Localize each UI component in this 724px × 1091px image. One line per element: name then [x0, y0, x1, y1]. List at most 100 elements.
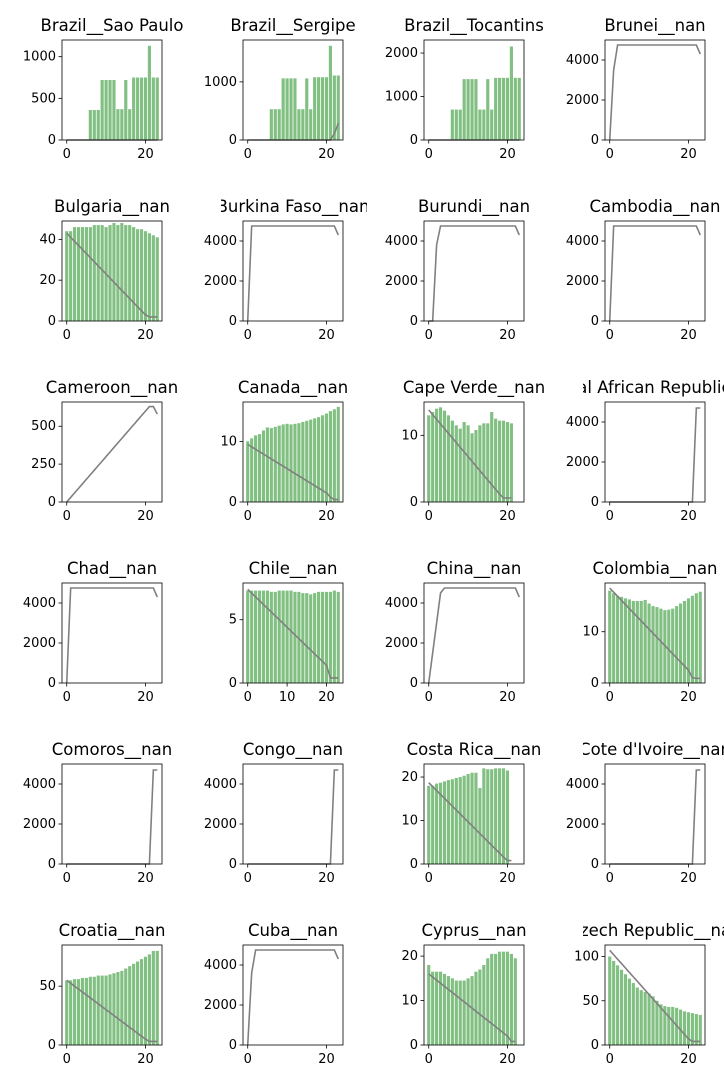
y-tick-label: 20 — [39, 273, 56, 288]
bar — [281, 78, 285, 140]
bar — [265, 590, 269, 683]
bar — [65, 980, 69, 1045]
bar — [651, 996, 655, 1045]
bar — [65, 231, 69, 321]
bar — [324, 413, 329, 502]
x-tick-label: 0 — [425, 509, 433, 524]
bar — [470, 79, 474, 140]
y-tick-label: 10 — [582, 625, 599, 640]
bar — [671, 1006, 675, 1045]
axes-frame — [423, 39, 525, 141]
bar — [143, 231, 148, 321]
x-tick-label: 0 — [425, 1052, 433, 1067]
bar — [450, 109, 454, 140]
bar — [92, 110, 96, 140]
bar — [454, 425, 458, 502]
bar — [128, 109, 132, 140]
y-tick-label: 0 — [410, 676, 418, 691]
subplot-title: Brazil__Sao Paulo — [41, 16, 184, 36]
bar — [623, 974, 628, 1045]
bar — [297, 423, 301, 502]
bar — [317, 417, 321, 502]
series-line — [428, 973, 516, 1043]
y-tick-label: 100 — [574, 950, 599, 965]
bar — [474, 79, 478, 140]
bar — [124, 968, 128, 1045]
y-tick-label: 2000 — [566, 93, 599, 108]
bar — [608, 956, 612, 1045]
bar — [478, 425, 482, 502]
bar — [147, 954, 151, 1045]
subplot: 0 2000 4000 0 20 Chad__nan — [23, 559, 163, 705]
bar — [80, 227, 85, 321]
axes-frame — [242, 220, 344, 322]
x-tick-label: 20 — [318, 509, 335, 524]
subplot: 0 10 0 20 Colombia__nan — [582, 559, 717, 705]
x-tick-label: 0 — [244, 690, 252, 705]
x-tick-label: 20 — [499, 147, 516, 162]
bar — [501, 77, 506, 140]
y-tick-label: 500 — [31, 419, 56, 434]
bar — [328, 45, 332, 141]
bar — [257, 590, 262, 683]
bar — [438, 407, 443, 502]
bar — [155, 237, 159, 321]
y-tick-label: 4000 — [566, 777, 599, 792]
x-tick-label: 20 — [680, 690, 697, 705]
bar — [482, 965, 486, 1045]
bar — [612, 593, 616, 683]
bar — [466, 425, 470, 502]
series-line — [66, 405, 158, 503]
y-tick-label: 0 — [410, 857, 418, 872]
bar — [482, 423, 486, 502]
series-line — [428, 409, 512, 499]
bar — [261, 430, 266, 502]
bar — [690, 595, 694, 683]
bar — [246, 590, 250, 683]
bar — [246, 441, 250, 502]
y-tick-label: 0 — [591, 676, 599, 691]
x-tick-label: 0 — [606, 1052, 614, 1067]
series-line — [246, 949, 340, 1046]
bar — [509, 46, 513, 140]
bar — [608, 590, 612, 683]
bar — [136, 77, 140, 140]
bar — [631, 600, 635, 683]
bar — [281, 424, 285, 502]
x-tick-label: 20 — [137, 328, 154, 343]
bar — [250, 590, 254, 683]
bar — [438, 971, 443, 1045]
subplot-title: Cambodia__nan — [590, 197, 721, 217]
bar — [273, 109, 277, 140]
bar — [667, 609, 671, 683]
bar — [273, 426, 277, 502]
y-tick-label: 0 — [410, 1038, 418, 1053]
series-line — [428, 782, 512, 862]
bar — [96, 110, 100, 140]
bar — [663, 1006, 667, 1045]
bar — [466, 79, 470, 140]
y-tick-label: 0 — [48, 1038, 56, 1053]
subplot: 0 10 0 20 Cape Verde__nan — [401, 378, 545, 524]
y-tick-label: 0 — [48, 314, 56, 329]
bar — [431, 785, 435, 864]
y-tick-label: 0 — [591, 314, 599, 329]
bar — [257, 434, 262, 502]
bar — [139, 77, 144, 140]
x-tick-label: 20 — [499, 1052, 516, 1067]
subplot: 0 1000 0 20 Brazil__Sergipe — [204, 16, 356, 162]
axes-frame — [61, 401, 163, 503]
bar — [136, 961, 140, 1045]
bar — [643, 599, 647, 683]
bar — [442, 781, 447, 864]
subplot: 0 50 0 20 Croatia__nan — [39, 921, 165, 1067]
y-tick-label: 50 — [582, 994, 599, 1009]
subplot-title: Bulgaria__nan — [54, 197, 170, 217]
bar — [277, 590, 281, 683]
subplot: 0 2000 4000 0 20 Central African Republic__na… — [566, 378, 724, 524]
bar — [482, 768, 486, 864]
bar — [254, 590, 258, 683]
subplot-title: Cape Verde__nan — [403, 378, 545, 398]
bar — [517, 77, 521, 140]
bar — [293, 591, 297, 683]
